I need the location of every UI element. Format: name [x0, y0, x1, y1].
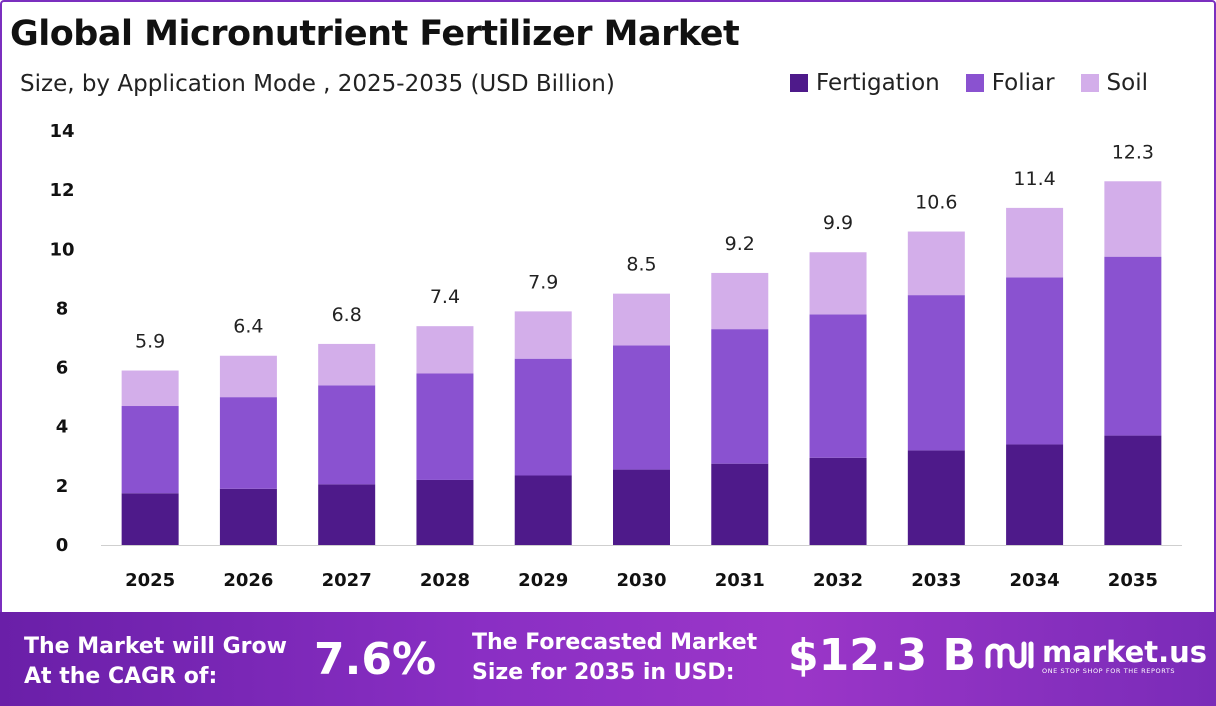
- y-tick-label: 2: [56, 476, 69, 497]
- forecast-value: $12.3 B: [788, 630, 977, 681]
- x-tick-label: 2032: [813, 570, 863, 591]
- bar-segment-fertigation: [711, 463, 769, 545]
- brand-tagline: ONE STOP SHOP FOR THE REPORTS: [1042, 667, 1176, 675]
- bar-segment-fertigation: [121, 493, 179, 545]
- cagr-label-line1: The Market will Grow: [24, 634, 287, 659]
- x-tick-label: 2027: [322, 570, 372, 591]
- bar-segment-fertigation: [1104, 435, 1162, 545]
- legend-label-soil: Soil: [1106, 70, 1148, 96]
- market-us-logo-icon: [985, 641, 1034, 669]
- y-tick-label: 4: [56, 417, 69, 438]
- bar-segment-foliar: [318, 385, 376, 485]
- bar-segment-fertigation: [219, 488, 277, 545]
- forecast-label-line2: Size for 2035 in USD:: [472, 660, 735, 685]
- bar-segment-soil: [809, 252, 867, 315]
- bar-segment-foliar: [907, 295, 965, 451]
- bar-segment-soil: [613, 293, 670, 346]
- bar-total-label: 9.9: [823, 212, 853, 234]
- bar-segment-soil: [514, 311, 572, 359]
- bar-total-label: 9.2: [725, 233, 755, 255]
- legend-item-fertigation: Fertigation: [789, 70, 940, 96]
- forecast-label-line1: The Forecasted Market: [472, 630, 758, 655]
- legend-item-soil: Soil: [1080, 70, 1148, 96]
- x-tick-label: 2030: [616, 570, 666, 591]
- legend-swatch-soil: [1080, 74, 1099, 92]
- chart-title: Global Micronutrient Fertilizer Market: [10, 14, 740, 54]
- bar-segment-soil: [1104, 181, 1162, 257]
- bar-segment-soil: [1006, 207, 1064, 278]
- bar-total-label: 7.4: [430, 286, 460, 308]
- bar-segment-foliar: [514, 358, 572, 476]
- bar-segment-foliar: [1006, 277, 1064, 445]
- y-tick-label: 6: [56, 358, 69, 379]
- x-tick-label: 2029: [518, 570, 568, 591]
- footer-banner: The Market will Grow At the CAGR of: 7.6…: [0, 612, 1216, 706]
- legend-item-foliar: Foliar: [965, 70, 1055, 96]
- brand-name: market.us: [1042, 635, 1208, 669]
- brand[interactable]: market.us ONE STOP SHOP FOR THE REPORTS: [984, 636, 1207, 676]
- legend-label-fertigation: Fertigation: [815, 70, 940, 96]
- bar-segment-foliar: [1104, 256, 1162, 436]
- bar-total-label: 8.5: [626, 254, 656, 276]
- bar-total-label: 10.6: [915, 192, 957, 214]
- x-tick-label: 2031: [715, 570, 765, 591]
- bar-segment-foliar: [219, 397, 277, 489]
- chart-subtitle: Size, by Application Mode , 2025-2035 (U…: [20, 71, 615, 97]
- bar-total-label: 7.9: [528, 271, 558, 293]
- bar-total-label: 5.9: [135, 331, 165, 353]
- bar-segment-foliar: [121, 406, 179, 494]
- x-tick-label: 2028: [420, 570, 470, 591]
- bar-segment-fertigation: [1006, 444, 1064, 545]
- bar-total-label: 6.4: [233, 316, 263, 338]
- bar-segment-soil: [711, 272, 769, 330]
- bar-segment-foliar: [416, 373, 474, 480]
- legend-swatch-fertigation: [789, 74, 808, 92]
- bar-segment-foliar: [613, 345, 670, 470]
- bar-segment-soil: [318, 343, 376, 386]
- bar-segment-soil: [121, 370, 179, 407]
- bar-segment-foliar: [711, 329, 769, 464]
- forecast-label: The Forecasted Market Size for 2035 in U…: [472, 628, 757, 688]
- bar-segment-soil: [907, 231, 965, 296]
- bar-segment-fertigation: [514, 475, 572, 545]
- bar-segment-fertigation: [416, 479, 474, 545]
- y-tick-label: 10: [49, 239, 74, 260]
- bar-segment-fertigation: [907, 450, 965, 545]
- x-tick-label: 2034: [1010, 570, 1060, 591]
- bar-total-label: 12.3: [1112, 141, 1154, 163]
- bar-segment-soil: [219, 355, 277, 398]
- y-tick-label: 12: [49, 180, 74, 201]
- bar-total-label: 6.8: [332, 304, 362, 326]
- cagr-label: The Market will Grow At the CAGR of:: [24, 632, 287, 692]
- cagr-label-line2: At the CAGR of:: [24, 664, 218, 689]
- y-tick-label: 14: [49, 121, 74, 142]
- x-tick-label: 2026: [223, 570, 273, 591]
- bar-segment-foliar: [809, 314, 867, 458]
- legend-swatch-foliar: [965, 74, 984, 92]
- y-tick-label: 8: [56, 298, 69, 319]
- y-tick-label: 0: [56, 535, 69, 556]
- bar-total-label: 11.4: [1013, 168, 1055, 190]
- chart-legend: Fertigation Foliar Soil: [764, 70, 1148, 96]
- bar-segment-fertigation: [318, 484, 376, 545]
- x-tick-label: 2025: [125, 570, 175, 591]
- x-tick-label: 2035: [1108, 570, 1158, 591]
- cagr-value: 7.6%: [314, 634, 437, 685]
- bar-segment-soil: [416, 326, 474, 374]
- bar-segment-fertigation: [809, 457, 867, 545]
- bar-segment-fertigation: [613, 469, 670, 545]
- stacked-bar-chart: 0 2 4 6 8 10 12 14 5.9 2025 6.4 2026 6.8 2027 7.4 2028 7…: [49, 121, 1182, 591]
- legend-label-foliar: Foliar: [991, 70, 1055, 96]
- x-tick-label: 2033: [911, 570, 961, 591]
- brand-text: market.us ONE STOP SHOP FOR THE REPORTS: [1042, 637, 1207, 675]
